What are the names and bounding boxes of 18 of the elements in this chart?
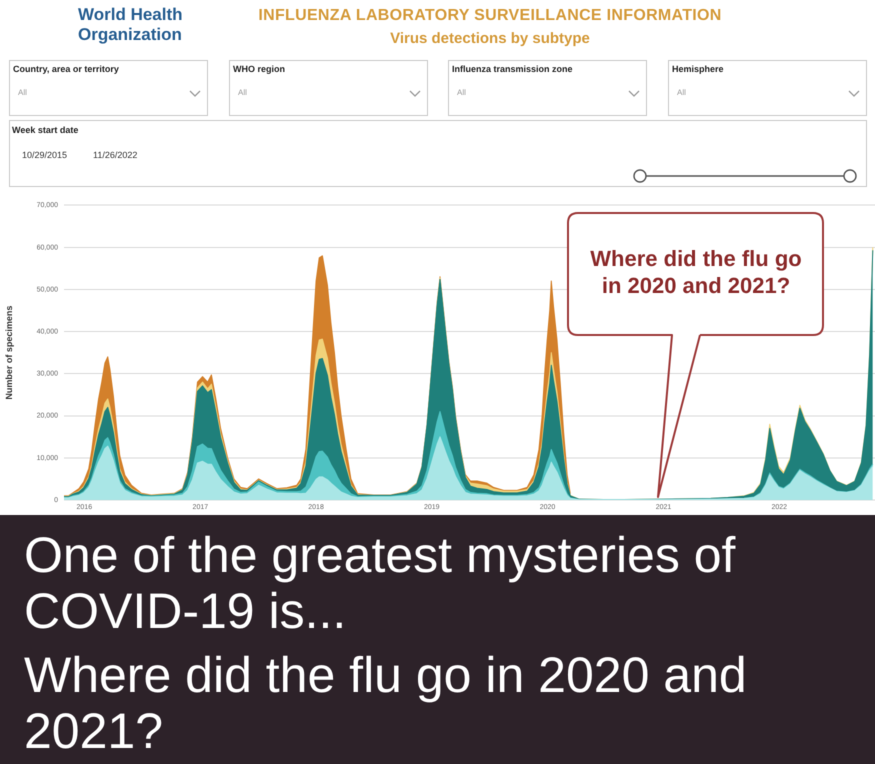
chart-title: INFLUENZA LABORATORY SURVEILLANCE INFORMATION [257, 7, 723, 25]
chart-subtitle: Virus detections by subtype [389, 30, 591, 47]
text: All [457, 88, 466, 97]
text: 10/29/2015 [22, 150, 68, 160]
text: Influenza transmission zone [452, 64, 573, 74]
text: All [677, 88, 686, 97]
text: Where did the flu go in 2020 and 2021? [23, 647, 748, 759]
text: WHO region [233, 64, 285, 74]
text: Country, area or territory [13, 64, 119, 74]
y-axis-title: Number of specimens [4, 306, 14, 400]
text: Week start date [12, 125, 78, 135]
text: One of the greatest mysteries of COVID-19 is... [23, 527, 736, 639]
annotation: Where did the flu go in 2020 and 2021? [590, 245, 802, 299]
text: 11/26/2022 [93, 150, 138, 160]
text: All [238, 88, 247, 97]
text: Hemisphere [672, 64, 724, 74]
text: World Health Organization [78, 5, 184, 45]
text: All [18, 88, 27, 97]
